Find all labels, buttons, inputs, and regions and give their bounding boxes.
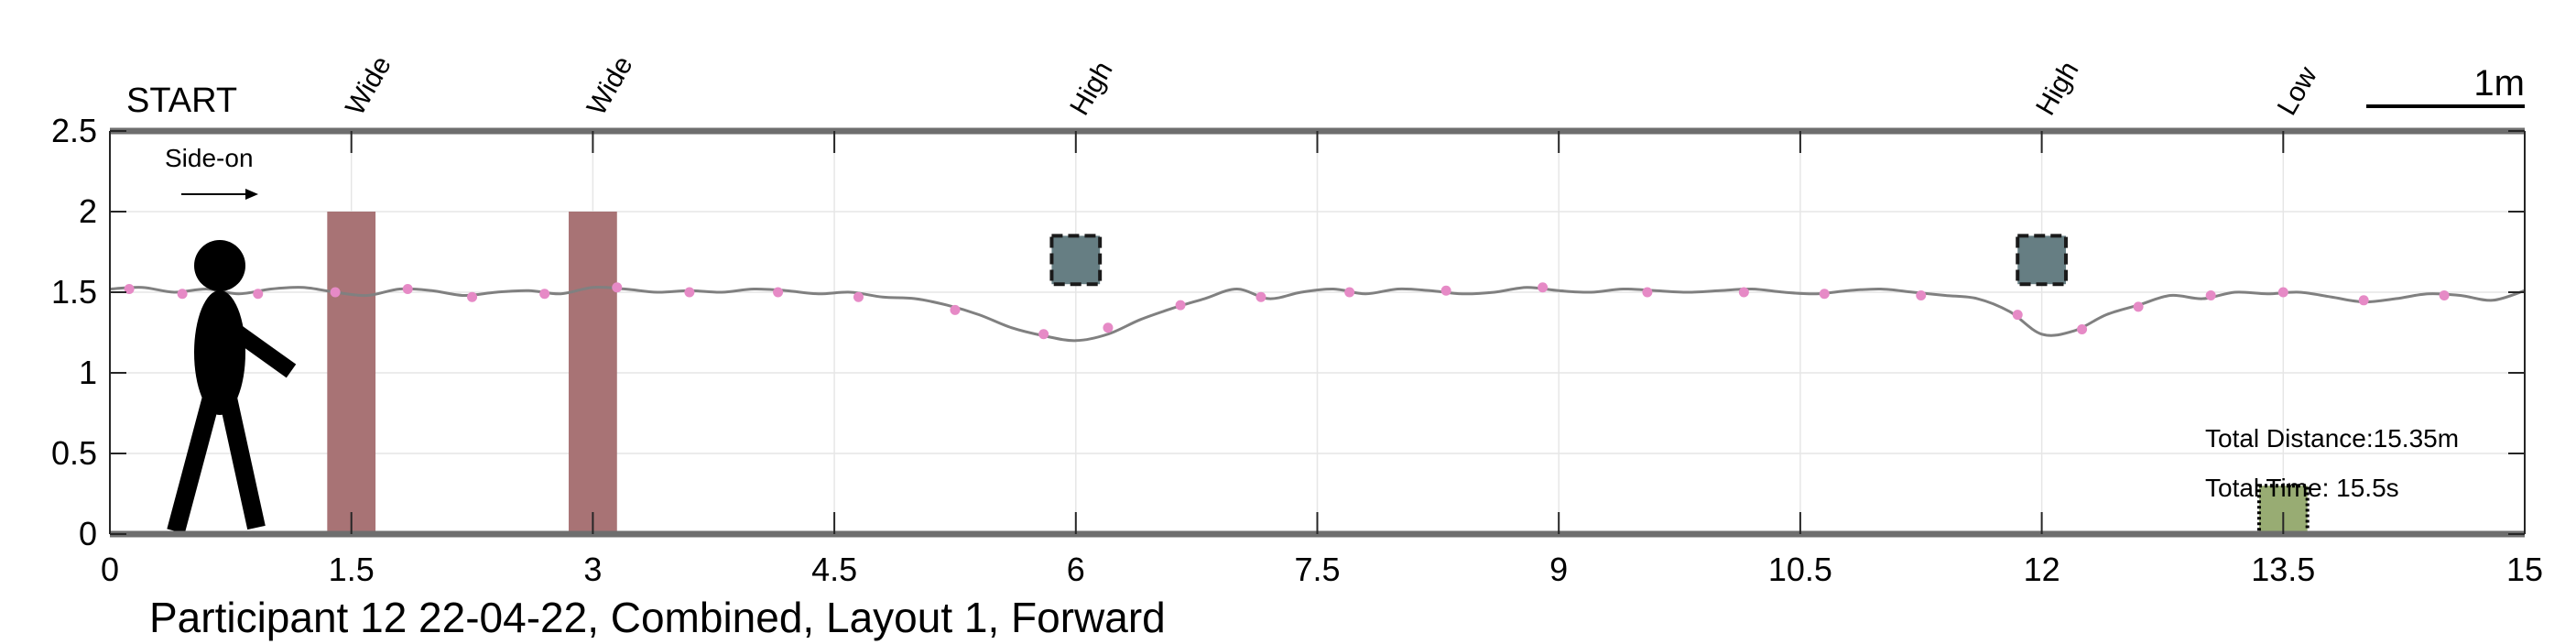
step-marker <box>1175 300 1186 311</box>
x-tick-label: 9 <box>1549 551 1568 588</box>
step-marker <box>2133 301 2144 312</box>
step-marker <box>124 283 135 294</box>
obstacles-layer <box>327 212 2310 537</box>
obstacle-label: High <box>1064 57 1118 121</box>
obstacle-high <box>2016 234 2068 287</box>
x-tick-labels: 0 1.5 3 4.5 6 7.5 9 10.5 12 13.5 15 <box>101 551 2543 588</box>
step-marker <box>1255 291 1266 302</box>
step-marker <box>2077 323 2088 334</box>
step-marker <box>1038 329 1049 340</box>
y-tick-label: 2 <box>79 192 97 230</box>
direction-label: Side-on <box>165 144 254 172</box>
x-tick-label: 10.5 <box>1768 551 1832 588</box>
step-marker <box>2439 290 2450 301</box>
obstacle-label: High <box>2030 57 2084 121</box>
step-marker <box>1440 285 1451 296</box>
step-marker <box>2277 287 2288 298</box>
start-label: START <box>126 82 237 120</box>
x-tick-label: 0 <box>101 551 119 588</box>
step-marker <box>684 287 695 298</box>
step-marker <box>253 289 264 300</box>
y-tick-labels: 0 0.5 1 1.5 2 2.5 <box>51 112 97 552</box>
total-time-label: Total Time: 15.5s <box>2205 474 2399 502</box>
x-tick-label: 3 <box>583 551 602 588</box>
x-tick-label: 1.5 <box>329 551 375 588</box>
walking-path-layer <box>109 286 2526 343</box>
step-marker <box>1738 287 1749 298</box>
chart-title: Participant 12 22-04-22, Combined, Layou… <box>149 594 1166 641</box>
step-marker <box>773 287 784 298</box>
step-marker <box>1916 290 1927 301</box>
obstacle-label: Low <box>2272 61 2323 120</box>
y-tick-label: 1.5 <box>51 273 97 311</box>
direction-arrow-icon <box>181 189 258 200</box>
obstacle-labels-layer: Wide Wide High High Low <box>340 51 2323 121</box>
step-marker <box>950 304 961 315</box>
walking-path-line <box>109 286 2526 343</box>
total-distance-label: Total Distance:15.35m <box>2205 424 2459 453</box>
step-marker <box>853 291 864 302</box>
step-marker <box>2358 295 2369 306</box>
walker-icon <box>167 240 297 534</box>
step-marker <box>2012 310 2023 321</box>
obstacle-wide <box>327 212 376 534</box>
step-marker <box>467 291 478 302</box>
obstacle-wide <box>569 212 617 534</box>
step-marker <box>1538 282 1549 293</box>
step-marker <box>539 289 550 300</box>
step-marker <box>177 289 188 300</box>
x-tick-label: 6 <box>1067 551 1085 588</box>
step-marker <box>402 283 413 294</box>
step-marker <box>612 282 623 293</box>
step-markers-layer <box>124 282 2450 340</box>
grid-lines <box>109 130 2526 535</box>
x-tick-label: 4.5 <box>811 551 857 588</box>
step-marker <box>1642 287 1653 298</box>
x-tick-label: 12 <box>2024 551 2060 588</box>
x-tick-label: 13.5 <box>2251 551 2315 588</box>
axes <box>109 127 2526 538</box>
obstacle-high <box>1049 234 1103 287</box>
y-tick-label: 0.5 <box>51 434 97 472</box>
step-marker <box>2205 290 2216 301</box>
step-marker <box>330 287 341 298</box>
y-tick-label: 1 <box>79 354 97 391</box>
x-tick-label: 7.5 <box>1294 551 1340 588</box>
x-tick-label: 15 <box>2506 551 2543 588</box>
step-marker <box>1103 322 1114 333</box>
scale-label: 1m <box>2473 63 2525 104</box>
y-tick-label: 0 <box>79 515 97 552</box>
y-tick-label: 2.5 <box>51 112 97 149</box>
step-marker <box>1819 289 1830 300</box>
step-marker <box>1344 287 1355 298</box>
obstacle-label: Wide <box>340 51 397 121</box>
obstacle-label: Wide <box>582 51 639 121</box>
